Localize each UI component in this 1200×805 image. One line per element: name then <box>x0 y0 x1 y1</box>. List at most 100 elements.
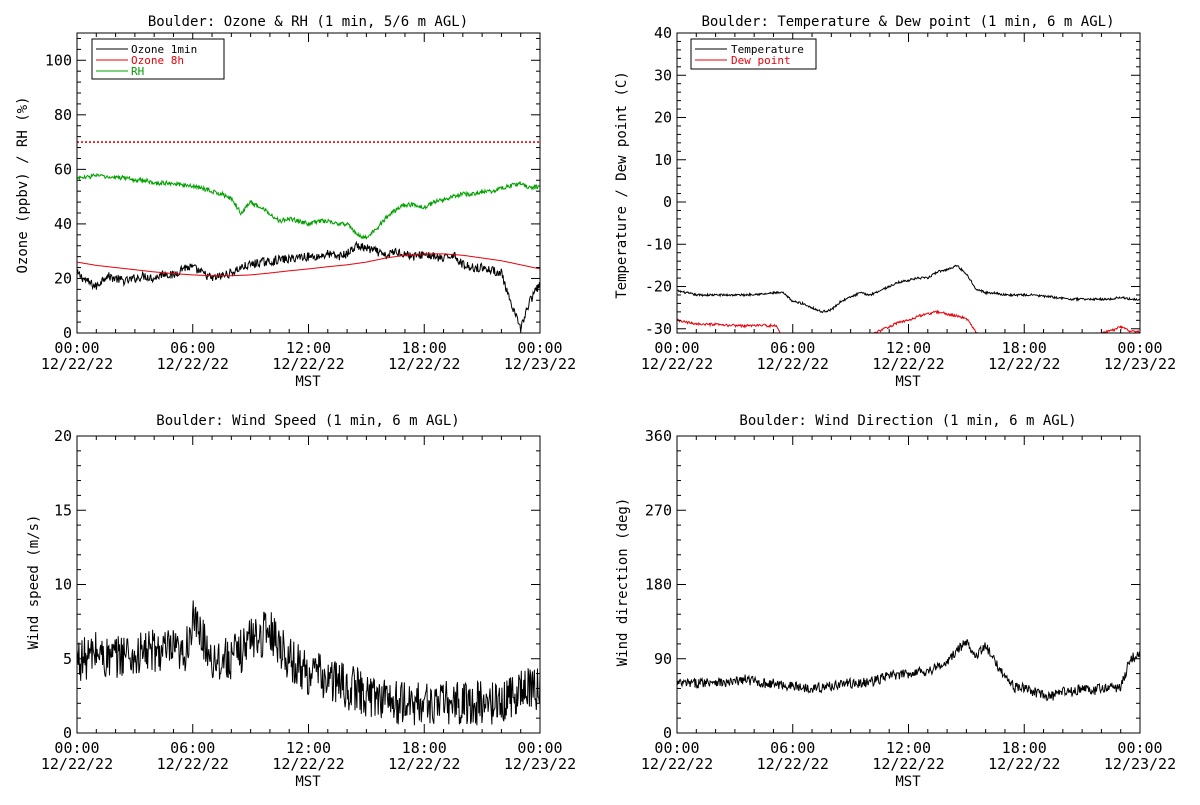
x-tick-label-date: 12/22/22 <box>157 755 229 773</box>
x-tick-label-time: 00:00 <box>654 739 699 757</box>
plot-area-wind-speed: 0510152000:0012/22/2206:0012/22/2212:001… <box>41 427 576 773</box>
y-tick-label: 30 <box>654 66 672 84</box>
x-tick-label-date: 12/22/22 <box>41 755 113 773</box>
chart-title: Boulder: Wind Direction (1 min, 6 m AGL) <box>739 413 1076 429</box>
x-tick-label-time: 00:00 <box>1117 739 1162 757</box>
panel-ozone: Boulder: Ozone & RH (1 min, 5/6 m AGL) 0… <box>15 14 576 390</box>
y-tick-label: 80 <box>54 106 72 124</box>
y-tick-label: 40 <box>54 215 72 233</box>
x-tick-label-time: 18:00 <box>1002 339 1047 357</box>
chart-title: Boulder: Temperature & Dew point (1 min,… <box>701 14 1114 30</box>
y-tick-label: 270 <box>645 501 672 519</box>
legend-label-temperature: Temperature <box>731 43 804 56</box>
x-tick-label-date: 12/23/22 <box>1104 755 1176 773</box>
x-tick-label-time: 12:00 <box>286 739 331 757</box>
x-tick-label-time: 06:00 <box>170 339 215 357</box>
y-tick-label: 0 <box>63 724 72 742</box>
x-tick-label-date: 12/22/22 <box>272 755 344 773</box>
legend-box <box>91 38 225 80</box>
x-tick-label-date: 12/22/22 <box>272 355 344 373</box>
x-tick-label-time: 00:00 <box>517 339 562 357</box>
legend-label-ozone-8h: Ozone 8h <box>131 54 184 67</box>
plot-area-temperature: -30-20-1001020304000:0012/22/2206:0012/2… <box>641 24 1176 373</box>
x-tick-label-time: 12:00 <box>886 339 931 357</box>
x-tick-label-date: 12/22/22 <box>157 355 229 373</box>
y-tick-label: 20 <box>54 269 72 287</box>
x-tick-label-time: 18:00 <box>1002 739 1047 757</box>
y-tick-label: 20 <box>54 427 72 445</box>
series-line-ozone-8h <box>77 253 540 277</box>
x-tick-label-date: 12/22/22 <box>988 355 1060 373</box>
panel-wind-direction: Boulder: Wind Direction (1 min, 6 m AGL)… <box>615 413 1176 790</box>
x-tick-label-time: 18:00 <box>402 339 447 357</box>
y-tick-label: 90 <box>654 650 672 668</box>
series-line-rh <box>77 172 540 241</box>
x-tick-label-time: 00:00 <box>54 739 99 757</box>
chart-title: Boulder: Wind Speed (1 min, 6 m AGL) <box>156 413 459 429</box>
y-axis-label: Wind speed (m/s) <box>26 515 42 650</box>
x-tick-label-date: 12/22/22 <box>872 355 944 373</box>
plot-area-wind-direction: 09018027036000:0012/22/2206:0012/22/2212… <box>641 427 1176 773</box>
y-tick-label: 10 <box>54 576 72 594</box>
x-tick-label-date: 12/22/22 <box>757 755 829 773</box>
y-tick-label: 0 <box>663 724 672 742</box>
legend-label-dew-point: Dew point <box>731 54 791 67</box>
series-group <box>677 264 1140 333</box>
x-tick-label-date: 12/22/22 <box>757 355 829 373</box>
x-tick-label-date: 12/22/22 <box>388 755 460 773</box>
y-axis-label: Temperature / Dew point (C) <box>614 71 630 299</box>
x-tick-label-date: 12/23/22 <box>504 755 576 773</box>
y-tick-label: 180 <box>645 576 672 594</box>
x-tick-label-time: 06:00 <box>770 339 815 357</box>
x-tick-label-time: 00:00 <box>1117 339 1162 357</box>
y-axis-label: Ozone (ppbv) / RH (%) <box>15 96 31 273</box>
x-tick-label-date: 12/22/22 <box>41 355 113 373</box>
legend-label-rh: RH <box>131 65 144 78</box>
legend-box <box>690 38 817 70</box>
plot-frame <box>676 32 1141 334</box>
x-tick-label-date: 12/22/22 <box>641 755 713 773</box>
y-tick-label: 10 <box>654 151 672 169</box>
x-axis-label: MST <box>295 774 321 790</box>
x-tick-label-date: 12/22/22 <box>641 355 713 373</box>
x-axis-label: MST <box>295 374 321 390</box>
panel-wind-speed: Boulder: Wind Speed (1 min, 6 m AGL) 0 5 1… <box>26 413 576 790</box>
y-tick-label: -10 <box>645 235 672 253</box>
series-group <box>677 639 1140 702</box>
series-line-dew-point <box>677 309 1140 333</box>
plot-area-ozone: 02040608010000:0012/22/2206:0012/22/2212… <box>41 32 576 373</box>
y-tick-label: 0 <box>63 324 72 342</box>
series-line-ozone-1min <box>77 240 540 332</box>
x-tick-label-time: 06:00 <box>170 739 215 757</box>
legend: Ozone 1min Ozone 8h RH <box>91 38 225 80</box>
x-tick-label-time: 06:00 <box>770 739 815 757</box>
x-tick-label-date: 12/23/22 <box>1104 355 1176 373</box>
series-line-wind-direction <box>677 639 1140 702</box>
y-tick-label: 40 <box>654 24 672 42</box>
y-tick-label: 60 <box>54 160 72 178</box>
x-tick-label-date: 12/22/22 <box>872 755 944 773</box>
panel-temperature: Boulder: Temperature & Dew point (1 min,… <box>614 14 1176 390</box>
legend: Temperature Dew point <box>690 38 817 70</box>
y-tick-label: -20 <box>645 278 672 296</box>
series-group <box>77 600 540 726</box>
plot-frame <box>676 435 1141 734</box>
series-line-temperature <box>677 264 1140 313</box>
x-axis-label: MST <box>895 774 921 790</box>
y-tick-label: -30 <box>645 320 672 338</box>
series-line-wind-speed <box>77 600 540 726</box>
y-axis-label: Wind direction (deg) <box>615 498 631 667</box>
x-tick-label-time: 00:00 <box>517 739 562 757</box>
x-tick-label-time: 18:00 <box>402 739 447 757</box>
x-tick-label-time: 12:00 <box>286 339 331 357</box>
x-tick-label-time: 12:00 <box>886 739 931 757</box>
x-tick-label-date: 12/22/22 <box>388 355 460 373</box>
x-tick-label-time: 00:00 <box>654 339 699 357</box>
y-tick-label: 15 <box>54 501 72 519</box>
y-tick-label: 20 <box>654 109 672 127</box>
x-tick-label-date: 12/23/22 <box>504 355 576 373</box>
y-tick-label: 100 <box>45 51 72 69</box>
legend-label-ozone-1min: Ozone 1min <box>131 43 197 56</box>
